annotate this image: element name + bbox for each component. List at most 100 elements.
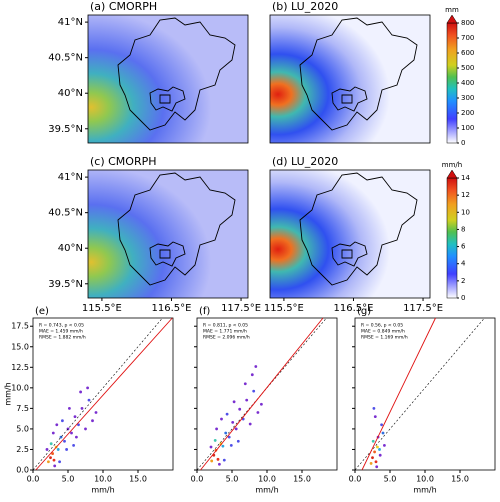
point xyxy=(373,415,377,418)
point xyxy=(224,431,228,435)
y-tick-label: 40.5°N xyxy=(48,53,83,64)
annotation: MAE = 1.771 mm/h xyxy=(203,329,247,335)
colorbar-tick-label: 100 xyxy=(461,124,474,132)
map-title: (d) LU_2020 xyxy=(272,155,338,168)
point xyxy=(371,456,374,460)
colorbar xyxy=(446,177,458,299)
point xyxy=(381,431,385,435)
point xyxy=(378,453,382,457)
colorbar-tick-label: 0 xyxy=(461,294,465,302)
y-tick-label: 39.5°N xyxy=(48,124,83,135)
identity-line xyxy=(196,317,327,471)
x-tick-label: 15.0 xyxy=(129,475,147,484)
point xyxy=(49,456,52,460)
point xyxy=(376,445,379,449)
colorbar-label: mm xyxy=(445,6,459,14)
point xyxy=(256,411,260,414)
point xyxy=(220,417,223,421)
point xyxy=(374,460,378,464)
point xyxy=(234,427,238,431)
point xyxy=(375,465,379,469)
point xyxy=(231,420,235,424)
district-boundary xyxy=(331,241,368,267)
point xyxy=(86,386,89,390)
y-tick-label: 41°N xyxy=(58,172,83,183)
district-boundary xyxy=(331,86,368,112)
fit-line xyxy=(35,317,173,471)
map-title: (a) CMORPH xyxy=(90,0,157,13)
point xyxy=(236,439,240,443)
point xyxy=(49,442,53,446)
boundary xyxy=(117,172,236,286)
annotation: R = 0.811, p < 0.05 xyxy=(203,323,248,329)
point xyxy=(77,423,80,427)
point xyxy=(378,448,381,451)
boundary xyxy=(117,17,236,131)
point xyxy=(56,448,60,451)
point xyxy=(94,411,98,414)
point xyxy=(254,365,258,368)
map-frame xyxy=(87,169,249,299)
point xyxy=(213,439,217,442)
point xyxy=(80,406,84,410)
map-title: (b) LU_2020 xyxy=(272,0,338,13)
point xyxy=(248,422,252,426)
point xyxy=(369,462,373,465)
point xyxy=(260,402,263,406)
colorbar-tick-label: 400 xyxy=(461,79,474,87)
point xyxy=(51,452,54,455)
point xyxy=(63,439,66,443)
x-tick-label: 0.0 xyxy=(27,475,40,484)
district-boundary xyxy=(149,86,186,112)
y-tick-label: 0.0 xyxy=(16,466,29,475)
y-tick-label: 10.0 xyxy=(11,383,29,392)
x-tick-label: 115.5°E xyxy=(264,303,304,314)
point xyxy=(55,423,59,427)
x-tick-label: 5.0 xyxy=(62,475,75,484)
point xyxy=(371,439,375,443)
map-field xyxy=(270,15,430,143)
x-tick-label: 10.0 xyxy=(258,475,276,484)
annotation: R = 0.743, p < 0.05 xyxy=(39,323,84,329)
point xyxy=(209,445,213,449)
x-tick-label: 116.5°E xyxy=(334,303,374,314)
x-tick-label: 0.0 xyxy=(349,475,362,484)
plot-frame xyxy=(196,317,338,471)
point xyxy=(72,443,75,447)
colorbar-tick-label: 14 xyxy=(461,174,470,182)
district-boundary xyxy=(341,249,353,259)
point xyxy=(84,427,87,431)
point xyxy=(380,423,383,427)
panel-title: (g) xyxy=(357,306,371,317)
point xyxy=(372,406,376,410)
annotation: MAE = 1.459 mm/h xyxy=(39,329,83,335)
point xyxy=(47,460,50,464)
point xyxy=(225,412,229,416)
y-tick-label: 7.5 xyxy=(16,404,29,413)
point xyxy=(221,444,225,448)
point xyxy=(52,458,56,462)
point xyxy=(232,400,236,404)
map-frame xyxy=(269,14,431,144)
point xyxy=(91,419,94,423)
x-tick-label: 117.5°E xyxy=(403,303,443,314)
colorbar xyxy=(446,22,458,144)
x-tick-label: 15.0 xyxy=(293,475,311,484)
y-tick-label: 5.0 xyxy=(16,424,29,433)
point xyxy=(216,457,220,461)
point xyxy=(252,389,256,393)
point xyxy=(243,382,247,386)
point xyxy=(373,450,376,454)
y-tick-label: 39.5°N xyxy=(48,279,83,290)
point xyxy=(87,398,91,402)
annotation: RMSE = 2.096 mm/h xyxy=(203,335,250,341)
point xyxy=(222,458,226,462)
point xyxy=(68,406,71,410)
x-tick-label: 5.0 xyxy=(226,475,239,484)
x-axis-label: mm/h xyxy=(255,486,278,495)
map-field xyxy=(270,170,430,298)
colorbar-tick-label: 800 xyxy=(461,19,474,27)
panel-title: (f) xyxy=(199,306,210,317)
map-field xyxy=(88,170,248,298)
point xyxy=(250,373,254,377)
